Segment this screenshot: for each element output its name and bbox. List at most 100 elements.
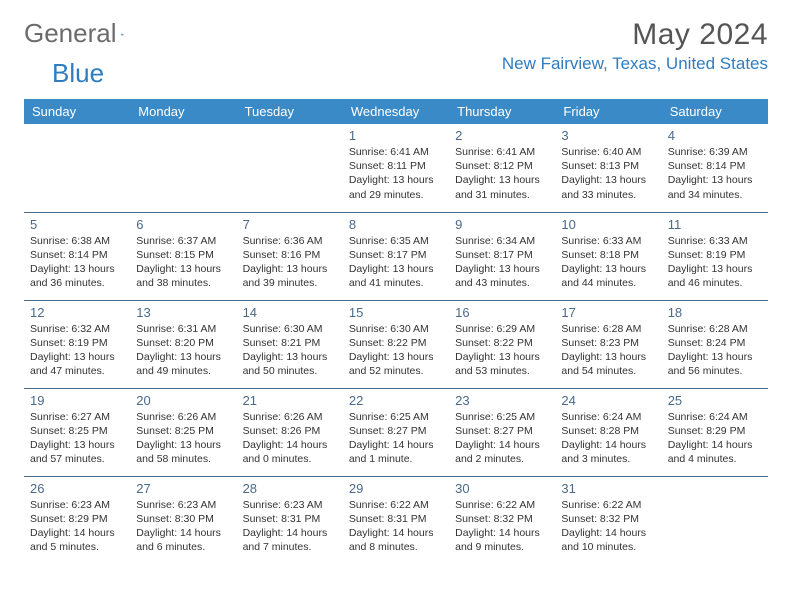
calendar-cell <box>237 124 343 212</box>
day-details: Sunrise: 6:33 AMSunset: 8:18 PMDaylight:… <box>561 234 655 291</box>
weekday-header: Friday <box>555 99 661 124</box>
day-details: Sunrise: 6:34 AMSunset: 8:17 PMDaylight:… <box>455 234 549 291</box>
logo-word-blue: Blue <box>52 58 104 89</box>
calendar-cell: 19 Sunrise: 6:27 AMSunset: 8:25 PMDayligh… <box>24 388 130 476</box>
calendar-week-row: 26 Sunrise: 6:23 AMSunset: 8:29 PMDayligh… <box>24 476 768 564</box>
day-details: Sunrise: 6:25 AMSunset: 8:27 PMDaylight:… <box>455 410 549 467</box>
calendar-cell: 6 Sunrise: 6:37 AMSunset: 8:15 PMDaylight… <box>130 212 236 300</box>
day-details: Sunrise: 6:37 AMSunset: 8:15 PMDaylight:… <box>136 234 230 291</box>
calendar-cell: 28Sunrise: 6:23 AMSunset: 8:31 PMDayligh… <box>237 476 343 564</box>
day-details: Sunrise: 6:23 AMSunset: 8:30 PMDaylight:… <box>136 498 230 555</box>
calendar-cell: 27 Sunrise: 6:23 AMSunset: 8:30 PMDayligh… <box>130 476 236 564</box>
day-number: 15 <box>349 305 443 320</box>
day-number: 16 <box>455 305 549 320</box>
day-details: Sunrise: 6:32 AMSunset: 8:19 PMDaylight:… <box>30 322 124 379</box>
day-number: 7 <box>243 217 337 232</box>
day-number: 31 <box>561 481 655 496</box>
weekday-header-row: SundayMondayTuesdayWednesdayThursdayFrid… <box>24 99 768 124</box>
calendar-cell: 26 Sunrise: 6:23 AMSunset: 8:29 PMDayligh… <box>24 476 130 564</box>
calendar-cell: 12 Sunrise: 6:32 AMSunset: 8:19 PMDayligh… <box>24 300 130 388</box>
day-details: Sunrise: 6:28 AMSunset: 8:23 PMDaylight:… <box>561 322 655 379</box>
calendar-cell: 20 Sunrise: 6:26 AMSunset: 8:25 PMDayligh… <box>130 388 236 476</box>
day-number: 25 <box>668 393 762 408</box>
day-number: 6 <box>136 217 230 232</box>
calendar-cell: 14 Sunrise: 6:30 AMSunset: 8:21 PMDayligh… <box>237 300 343 388</box>
day-number: 23 <box>455 393 549 408</box>
day-number: 9 <box>455 217 549 232</box>
month-title: May 2024 <box>502 18 768 52</box>
day-number: 22 <box>349 393 443 408</box>
calendar-cell: 22Sunrise: 6:25 AMSunset: 8:27 PMDayligh… <box>343 388 449 476</box>
day-number: 11 <box>668 217 762 232</box>
day-details: Sunrise: 6:38 AMSunset: 8:14 PMDaylight:… <box>30 234 124 291</box>
weekday-header: Sunday <box>24 99 130 124</box>
calendar-cell <box>24 124 130 212</box>
calendar-cell <box>130 124 236 212</box>
weekday-header: Tuesday <box>237 99 343 124</box>
calendar-table: SundayMondayTuesdayWednesdayThursdayFrid… <box>24 99 768 564</box>
day-details: Sunrise: 6:33 AMSunset: 8:19 PMDaylight:… <box>668 234 762 291</box>
day-details: Sunrise: 6:27 AMSunset: 8:25 PMDaylight:… <box>30 410 124 467</box>
calendar-body: 1 Sunrise: 6:41 AMSunset: 8:11 PMDaylight… <box>24 124 768 564</box>
day-number: 4 <box>668 128 762 143</box>
day-details: Sunrise: 6:40 AMSunset: 8:13 PMDaylight:… <box>561 145 655 202</box>
day-details: Sunrise: 6:28 AMSunset: 8:24 PMDaylight:… <box>668 322 762 379</box>
day-number: 21 <box>243 393 337 408</box>
day-number: 1 <box>349 128 443 143</box>
weekday-header: Wednesday <box>343 99 449 124</box>
day-number: 26 <box>30 481 124 496</box>
logo-word-general: General <box>24 18 117 49</box>
calendar-cell: 17Sunrise: 6:28 AMSunset: 8:23 PMDayligh… <box>555 300 661 388</box>
weekday-header: Saturday <box>662 99 768 124</box>
day-number: 14 <box>243 305 337 320</box>
calendar-week-row: 12 Sunrise: 6:32 AMSunset: 8:19 PMDayligh… <box>24 300 768 388</box>
day-number: 24 <box>561 393 655 408</box>
day-number: 2 <box>455 128 549 143</box>
day-number: 18 <box>668 305 762 320</box>
logo-sail-icon <box>121 24 124 44</box>
weekday-header: Monday <box>130 99 236 124</box>
day-number: 28 <box>243 481 337 496</box>
day-number: 19 <box>30 393 124 408</box>
day-details: Sunrise: 6:23 AMSunset: 8:29 PMDaylight:… <box>30 498 124 555</box>
day-details: Sunrise: 6:22 AMSunset: 8:32 PMDaylight:… <box>455 498 549 555</box>
calendar-cell: 5Sunrise: 6:38 AMSunset: 8:14 PMDaylight… <box>24 212 130 300</box>
day-number: 12 <box>30 305 124 320</box>
day-details: Sunrise: 6:24 AMSunset: 8:28 PMDaylight:… <box>561 410 655 467</box>
calendar-cell: 18 Sunrise: 6:28 AMSunset: 8:24 PMDayligh… <box>662 300 768 388</box>
day-number: 20 <box>136 393 230 408</box>
calendar-cell: 7 Sunrise: 6:36 AMSunset: 8:16 PMDaylight… <box>237 212 343 300</box>
calendar-cell: 1 Sunrise: 6:41 AMSunset: 8:11 PMDaylight… <box>343 124 449 212</box>
calendar-cell: 13Sunrise: 6:31 AMSunset: 8:20 PMDayligh… <box>130 300 236 388</box>
calendar-cell: 2 Sunrise: 6:41 AMSunset: 8:12 PMDaylight… <box>449 124 555 212</box>
day-details: Sunrise: 6:39 AMSunset: 8:14 PMDaylight:… <box>668 145 762 202</box>
calendar-cell: 11 Sunrise: 6:33 AMSunset: 8:19 PMDayligh… <box>662 212 768 300</box>
day-details: Sunrise: 6:30 AMSunset: 8:21 PMDaylight:… <box>243 322 337 379</box>
day-number: 27 <box>136 481 230 496</box>
day-details: Sunrise: 6:41 AMSunset: 8:12 PMDaylight:… <box>455 145 549 202</box>
day-details: Sunrise: 6:26 AMSunset: 8:25 PMDaylight:… <box>136 410 230 467</box>
day-number: 3 <box>561 128 655 143</box>
day-details: Sunrise: 6:26 AMSunset: 8:26 PMDaylight:… <box>243 410 337 467</box>
day-details: Sunrise: 6:22 AMSunset: 8:31 PMDaylight:… <box>349 498 443 555</box>
day-number: 8 <box>349 217 443 232</box>
calendar-week-row: 5Sunrise: 6:38 AMSunset: 8:14 PMDaylight… <box>24 212 768 300</box>
calendar-cell: 21 Sunrise: 6:26 AMSunset: 8:26 PMDayligh… <box>237 388 343 476</box>
calendar-cell: 29Sunrise: 6:22 AMSunset: 8:31 PMDayligh… <box>343 476 449 564</box>
calendar-cell <box>662 476 768 564</box>
day-details: Sunrise: 6:36 AMSunset: 8:16 PMDaylight:… <box>243 234 337 291</box>
day-details: Sunrise: 6:41 AMSunset: 8:11 PMDaylight:… <box>349 145 443 202</box>
calendar-cell: 4 Sunrise: 6:39 AMSunset: 8:14 PMDaylight… <box>662 124 768 212</box>
day-details: Sunrise: 6:35 AMSunset: 8:17 PMDaylight:… <box>349 234 443 291</box>
calendar-cell: 8 Sunrise: 6:35 AMSunset: 8:17 PMDaylight… <box>343 212 449 300</box>
day-details: Sunrise: 6:24 AMSunset: 8:29 PMDaylight:… <box>668 410 762 467</box>
day-number: 13 <box>136 305 230 320</box>
day-number: 10 <box>561 217 655 232</box>
calendar-week-row: 19 Sunrise: 6:27 AMSunset: 8:25 PMDayligh… <box>24 388 768 476</box>
calendar-cell: 16Sunrise: 6:29 AMSunset: 8:22 PMDayligh… <box>449 300 555 388</box>
calendar-cell: 24 Sunrise: 6:24 AMSunset: 8:28 PMDayligh… <box>555 388 661 476</box>
calendar-cell: 30Sunrise: 6:22 AMSunset: 8:32 PMDayligh… <box>449 476 555 564</box>
calendar-cell: 31Sunrise: 6:22 AMSunset: 8:32 PMDayligh… <box>555 476 661 564</box>
calendar-cell: 25 Sunrise: 6:24 AMSunset: 8:29 PMDayligh… <box>662 388 768 476</box>
calendar-cell: 15Sunrise: 6:30 AMSunset: 8:22 PMDayligh… <box>343 300 449 388</box>
